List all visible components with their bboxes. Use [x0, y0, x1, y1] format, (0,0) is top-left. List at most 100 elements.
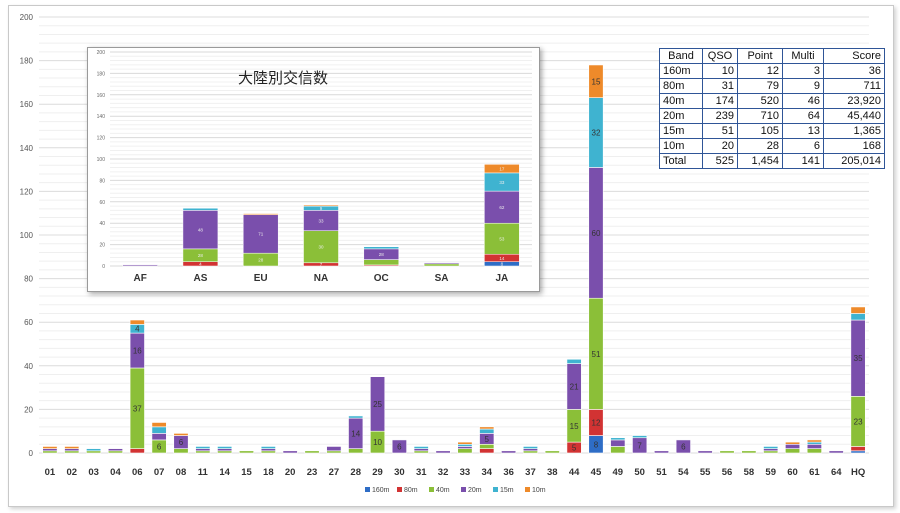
- bar-value-label: 15: [592, 77, 601, 86]
- bar-segment-10m: [173, 433, 189, 436]
- bar-segment-20m: [435, 450, 451, 454]
- score-header-qso: QSO: [702, 48, 738, 64]
- bar-value-label: 5: [572, 444, 577, 453]
- bar-stack-38: [544, 450, 560, 454]
- bar-segment-10m: [806, 439, 822, 443]
- bar-value-label: 15: [570, 422, 579, 431]
- bar-value-label: 10: [373, 438, 382, 447]
- bar-segment-15m: [86, 448, 102, 452]
- y-tick-label: 60: [24, 318, 33, 327]
- score-value-cell: 205,014: [823, 153, 885, 169]
- y-tick-label: 40: [24, 362, 33, 371]
- bar-stack-01: [42, 446, 58, 454]
- score-value-cell: 1,365: [823, 123, 885, 139]
- inset-x-tick-label: AF: [133, 273, 146, 284]
- score-band-cell: 80m: [659, 78, 703, 94]
- bar-segment-40m: [64, 450, 80, 454]
- bar-stack-30: 6: [391, 439, 407, 454]
- x-tick-label: 38: [547, 467, 558, 478]
- bar-value-label: 23: [854, 417, 863, 426]
- bar-stack-29: 10 25: [370, 376, 386, 454]
- legend-swatch-10m: [525, 487, 530, 492]
- bar-segment-15m: [763, 446, 779, 449]
- score-value-cell: 239: [702, 108, 738, 124]
- bar-segment-40m: [107, 450, 123, 454]
- x-tick-label: 30: [394, 467, 405, 478]
- bar-segment-40m: [610, 446, 626, 454]
- bar-segment-20m: [151, 433, 167, 441]
- score-value-cell: 3: [782, 63, 824, 79]
- inset-bar-segment-10m: [242, 213, 279, 215]
- bar-segment-10m: [129, 319, 145, 325]
- main-x-ticks: 01 02 03 04 06 07 08 11 14 15 18 20 23 27 28 29 30 31 32 33…: [45, 467, 866, 478]
- bar-segment-40m: [260, 450, 276, 454]
- bar-segment-40m: [348, 448, 364, 454]
- bar-segment-40m: [785, 448, 801, 454]
- bar-segment-15m: [850, 313, 866, 321]
- bar-stack-32: [435, 450, 451, 454]
- score-band-cell: 160m: [659, 63, 703, 79]
- x-tick-label: 44: [569, 467, 580, 478]
- inset-x-tick-label: JA: [495, 273, 508, 284]
- bar-segment-20m: [457, 446, 473, 449]
- inset-bar-segment-15m: [182, 207, 219, 211]
- score-value-cell: 525: [702, 153, 738, 169]
- inset-bar-segment-40m: [303, 230, 339, 264]
- inset-bar-value-label: 71: [258, 232, 264, 237]
- inset-bar-value-label: 7: [320, 262, 323, 267]
- bar-stack-11: [195, 446, 211, 454]
- legend-label-40m: 40m: [436, 487, 450, 494]
- score-value-cell: 64: [782, 108, 824, 124]
- score-value-cell: 105: [737, 123, 783, 139]
- inset-bar-value-label: 14: [499, 256, 505, 261]
- score-table-row: 160m 10 12 3 36: [659, 63, 885, 79]
- x-tick-label: 58: [744, 467, 755, 478]
- x-tick-label: 14: [219, 467, 230, 478]
- bar-stack-07: 6: [151, 422, 167, 454]
- legend-label-80m: 80m: [404, 487, 418, 494]
- bar-segment-15m: [632, 435, 648, 439]
- score-band-cell: 15m: [659, 123, 703, 139]
- legend-label-20m: 20m: [468, 487, 482, 494]
- inset-y-tick-label: 60: [99, 200, 105, 206]
- bar-segment-20m: [260, 448, 276, 452]
- y-tick-label: 20: [24, 405, 33, 414]
- x-tick-label: 01: [45, 467, 56, 478]
- bar-value-label: 25: [373, 400, 382, 409]
- inset-bar-value-label: 8: [501, 262, 504, 267]
- x-tick-label: 15: [241, 467, 252, 478]
- score-value-cell: 710: [737, 108, 783, 124]
- inset-bar-segment-40m: [363, 259, 400, 266]
- chart-frame: 0 20 40 60 80 100 120 140 160 180 200 37 16 4 6 6 14 10 25…: [8, 5, 894, 507]
- bar-segment-10m: [850, 306, 866, 314]
- bar-stack-45: 8 12 51 60 32 15: [588, 64, 604, 454]
- score-band-cell: 20m: [659, 108, 703, 124]
- bar-segment-10m: [785, 441, 801, 445]
- inset-y-tick-label: 140: [97, 114, 106, 120]
- x-tick-label: 18: [263, 467, 274, 478]
- bar-segment-20m: [217, 448, 233, 452]
- bar-segment-80m: [479, 448, 495, 454]
- bar-segment-20m: [282, 450, 298, 454]
- legend-label-15m: 15m: [500, 487, 514, 494]
- y-tick-label: 100: [20, 231, 34, 240]
- inset-bar-value-label: 28: [258, 257, 264, 262]
- x-tick-label: 45: [591, 467, 602, 478]
- bar-segment-40m: [413, 450, 429, 454]
- bar-stack-33: [457, 441, 473, 454]
- bar-segment-40m: [806, 448, 822, 454]
- score-header-point: Point: [737, 48, 783, 64]
- bar-segment-40m: [763, 450, 779, 454]
- score-value-cell: 6: [782, 138, 824, 154]
- bar-stack-HQ: 23 35: [850, 306, 866, 454]
- bar-stack-58: [741, 450, 757, 454]
- bar-segment-20m: [391, 439, 407, 454]
- bar-value-label: 32: [592, 129, 601, 138]
- bar-stack-27: [326, 446, 342, 454]
- inset-bar-segment-20m: [484, 190, 520, 224]
- score-value-cell: 23,920: [823, 93, 885, 109]
- score-header-score: Score: [823, 48, 885, 64]
- bar-segment-40m: [195, 450, 211, 454]
- bar-value-label: 6: [157, 442, 162, 451]
